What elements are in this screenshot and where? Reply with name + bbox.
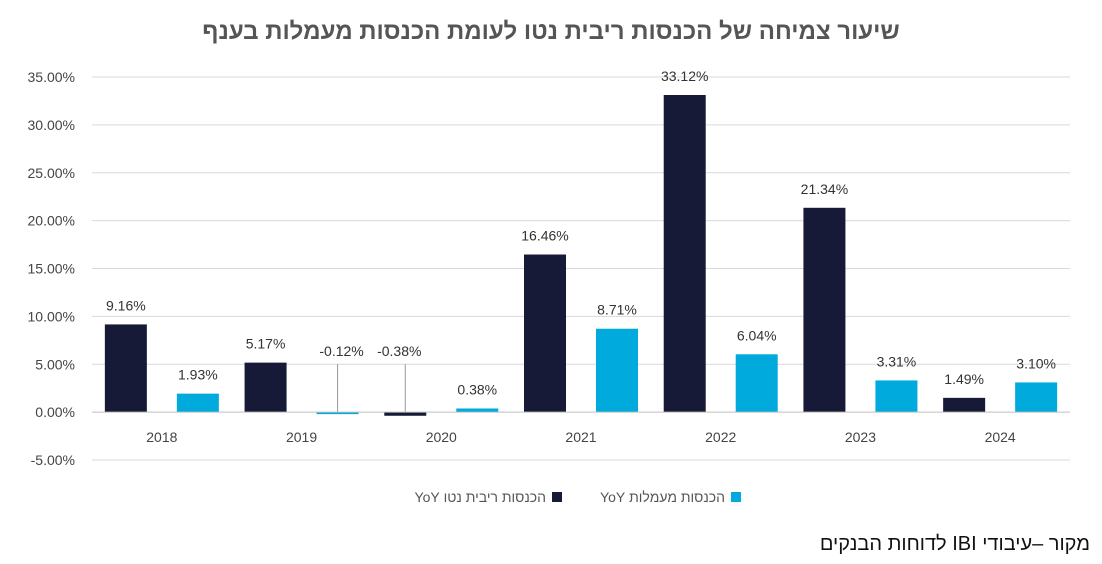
legend: הכנסות ריבית נטו YoY הכנסות מעמלות YoY: [415, 489, 741, 505]
x-tick-label: 2020: [426, 429, 457, 445]
y-tick-label: 35.00%: [28, 69, 75, 85]
x-tick-label: 2021: [565, 429, 596, 445]
source-note: מקור –עיבודי IBI לדוחות הבנקים: [819, 533, 1090, 555]
bar-net-interest-2018: [104, 324, 147, 413]
gridlines: [92, 76, 1070, 461]
y-tick-label: 0.00%: [35, 404, 75, 420]
y-tick-label: 20.00%: [28, 213, 75, 229]
data-label: 3.10%: [1016, 355, 1056, 371]
y-tick-label: 25.00%: [28, 165, 75, 181]
bar-fees-2018: [176, 393, 219, 413]
legend-swatch: [731, 492, 741, 502]
data-label: 5.17%: [246, 336, 286, 352]
x-tick-label: 2022: [705, 429, 736, 445]
bar-net-interest-2019: [244, 362, 287, 413]
data-labels: 9.16% 5.17% -0.38% 16.46% 33.12% 21.34% 1.49% 1…: [106, 68, 1056, 413]
y-tick-label: 30.00%: [28, 117, 75, 133]
data-label: 0.38%: [457, 381, 497, 397]
x-tick-label: 2019: [286, 429, 317, 445]
x-tick-label: 2023: [845, 429, 876, 445]
bar-net-interest-2021: [524, 254, 566, 413]
y-tick-label: 10.00%: [28, 308, 75, 324]
data-label: 9.16%: [106, 297, 146, 313]
bar-fees-2019: [316, 412, 359, 415]
x-tick-label: 2024: [985, 429, 1016, 445]
bar-fees-2024: [1015, 382, 1058, 413]
y-tick-label: 5.00%: [35, 356, 75, 372]
data-label: 33.12%: [661, 68, 708, 84]
legend-label: הכנסות מעמלות YoY: [600, 489, 725, 505]
data-label: 1.49%: [944, 371, 984, 387]
data-label: -0.38%: [377, 343, 421, 359]
bars: [104, 95, 1058, 416]
data-label: 1.93%: [178, 367, 218, 383]
x-tick-label: 2018: [146, 429, 177, 445]
bar-fees-2020: [456, 408, 499, 413]
data-label: 21.34%: [801, 181, 848, 197]
y-tick-label: 15.00%: [28, 261, 75, 277]
chart-title: שיעור צמיחה של הכנסות ריבית נטו לעומת הכ…: [202, 18, 900, 45]
bar-net-interest-2024: [943, 397, 986, 413]
y-tick-label: -5.00%: [31, 452, 75, 468]
legend-swatch: [552, 492, 562, 502]
legend-label: הכנסות ריבית נטו YoY: [415, 489, 546, 505]
y-axis: 35.00% 30.00% 25.00% 20.00% 15.00% 10.00% 5.00…: [28, 69, 75, 468]
data-label: 16.46%: [521, 228, 568, 244]
bar-net-interest-2020: [384, 412, 427, 416]
bar-net-interest-2023: [803, 207, 846, 413]
data-label: 3.31%: [877, 353, 917, 369]
data-label: 6.04%: [737, 327, 777, 343]
bar-net-interest-2022: [663, 95, 706, 413]
bar-fees-2021: [596, 328, 638, 413]
bar-fees-2022: [735, 354, 778, 413]
data-label: 8.71%: [597, 302, 637, 318]
x-axis: 2018 2019 2020 2021 2022 2023 2024: [92, 411, 1070, 445]
bar-fees-2023: [875, 380, 918, 413]
data-label: -0.12%: [319, 343, 363, 359]
